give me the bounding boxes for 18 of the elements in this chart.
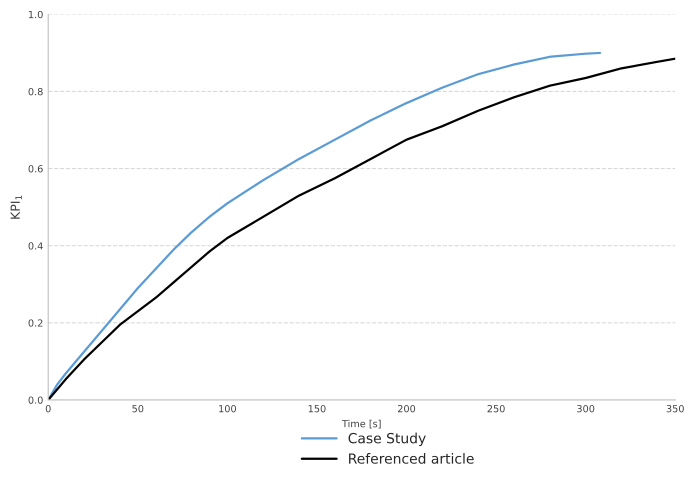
x-tick-label: 50 [132,405,144,412]
y-tick-label: 0.4 [28,242,43,250]
x-tick-label: 150 [308,405,326,412]
y-tick-label: 0.8 [28,88,43,96]
x-axis-title: Time [s] [342,420,381,428]
y-tick-label: 0.2 [28,319,42,327]
x-tick-label: 200 [398,405,416,412]
y-tick-label: 0.0 [28,396,43,404]
y-tick-label: 0.6 [28,165,43,172]
x-tick-label: 100 [219,405,236,412]
x-tick-label: 0 [46,405,51,412]
y-axis-title: KPI$_{1}$ [10,196,22,219]
x-tick-label: 350 [666,405,684,412]
x-tick-label: 250 [488,405,505,412]
x-tick-label: 300 [577,405,594,412]
legend-label: Referenced article [349,453,474,464]
legend-label: Case Study [348,432,426,446]
y-tick-label: 1.0 [28,10,43,18]
